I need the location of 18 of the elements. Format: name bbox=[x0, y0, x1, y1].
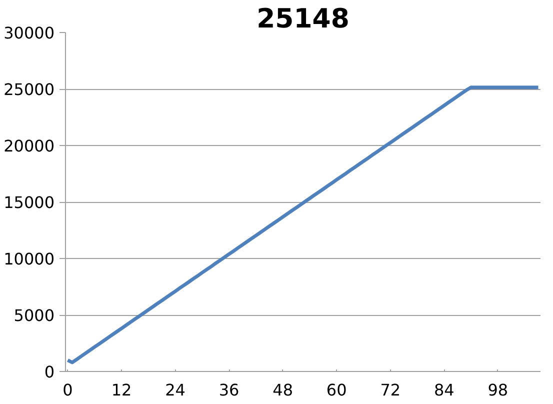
y-tick-label: 5000 bbox=[14, 306, 54, 325]
y-tick-label: 10000 bbox=[4, 250, 55, 268]
chart-title: 25148 bbox=[256, 4, 350, 34]
x-tick-label: 12 bbox=[111, 380, 132, 400]
y-tick-label: 30000 bbox=[4, 24, 55, 42]
x-tick-label: 36 bbox=[218, 380, 240, 400]
y-tick-label: 20000 bbox=[4, 136, 55, 156]
x-tick-label: 24 bbox=[165, 380, 186, 400]
x-tick-label: 0 bbox=[62, 380, 73, 400]
x-tick-label: 60 bbox=[326, 380, 347, 400]
y-tick-label: 25000 bbox=[4, 80, 55, 99]
x-tick-label: 84 bbox=[434, 380, 454, 400]
line-series bbox=[66, 86, 540, 364]
x-tick-label: 72 bbox=[380, 380, 401, 400]
x-tick-label: 98 bbox=[488, 380, 508, 400]
x-tick-label: 48 bbox=[272, 380, 294, 400]
y-tick-label: 0 bbox=[44, 362, 55, 382]
y-tick-label: 15000 bbox=[4, 193, 55, 212]
